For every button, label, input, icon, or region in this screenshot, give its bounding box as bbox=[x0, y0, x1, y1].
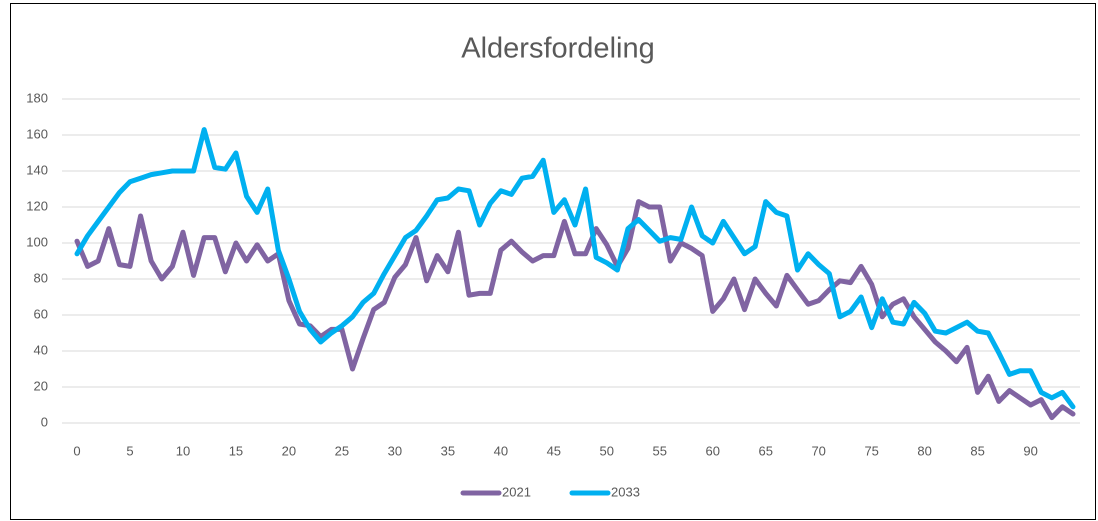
y-tick-label: 100 bbox=[26, 234, 48, 249]
series-line bbox=[74, 127, 1076, 410]
series-line bbox=[74, 199, 1076, 421]
x-tick-label: 20 bbox=[282, 443, 296, 458]
x-tick-label: 60 bbox=[706, 443, 720, 458]
x-tick-label: 55 bbox=[653, 443, 667, 458]
x-tick-label: 40 bbox=[494, 443, 508, 458]
y-tick-label: 120 bbox=[26, 198, 48, 213]
legend-label: 2021 bbox=[502, 484, 531, 499]
chart-title: Aldersfordeling bbox=[461, 33, 654, 65]
x-tick-label: 10 bbox=[176, 443, 190, 458]
y-tick-label: 60 bbox=[34, 306, 48, 321]
x-tick-label: 70 bbox=[811, 443, 825, 458]
x-tick-label: 15 bbox=[229, 443, 243, 458]
y-tick-label: 140 bbox=[26, 162, 48, 177]
y-tick-label: 160 bbox=[26, 126, 48, 141]
y-tick-label: 80 bbox=[34, 270, 48, 285]
x-tick-label: 5 bbox=[126, 443, 133, 458]
x-tick-label: 0 bbox=[73, 443, 80, 458]
x-tick-label: 30 bbox=[388, 443, 402, 458]
y-tick-label: 20 bbox=[34, 378, 48, 393]
x-tick-label: 65 bbox=[758, 443, 772, 458]
legend-label: 2033 bbox=[611, 484, 640, 499]
y-tick-label: 0 bbox=[41, 414, 48, 429]
x-tick-label: 25 bbox=[335, 443, 349, 458]
y-tick-label: 180 bbox=[26, 90, 48, 105]
x-tick-label: 85 bbox=[970, 443, 984, 458]
x-tick-label: 50 bbox=[600, 443, 614, 458]
y-tick-label: 40 bbox=[34, 342, 48, 357]
x-tick-label: 45 bbox=[547, 443, 561, 458]
x-tick-label: 90 bbox=[1023, 443, 1037, 458]
x-tick-label: 35 bbox=[441, 443, 455, 458]
x-tick-label: 80 bbox=[917, 443, 931, 458]
x-tick-label: 75 bbox=[864, 443, 878, 458]
